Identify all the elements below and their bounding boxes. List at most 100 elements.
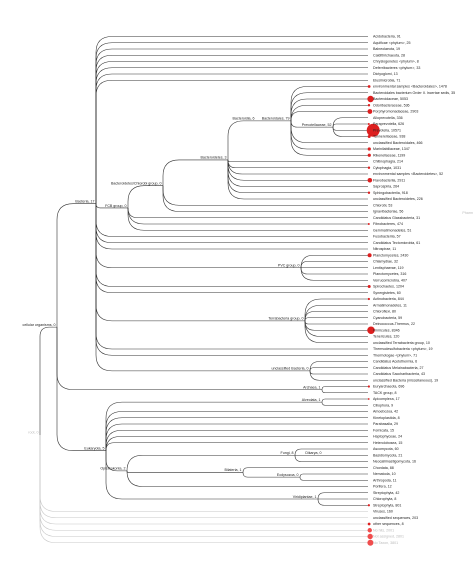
- leaf-label-l63[interactable]: Fornicata, 15: [373, 428, 394, 432]
- leaf-label-l76[interactable]: Viruses, 160: [373, 510, 393, 514]
- leaf-label-l6[interactable]: Dictyoglomi, 13: [373, 72, 398, 76]
- node-label-bacteria[interactable]: Bacteria, 17: [75, 199, 94, 203]
- leaf-label-l66[interactable]: Ascomycota, 60: [373, 447, 399, 451]
- leaf-label-l73[interactable]: Streptophyta, 42: [373, 491, 399, 495]
- leaf-label-l13[interactable]: Alloprevotella, 336: [373, 116, 403, 120]
- leaf-label-l54[interactable]: Candidatus Saccharibacteria, 43: [373, 372, 425, 376]
- leaf-label-l21[interactable]: Cytophagia, 1031: [373, 166, 401, 170]
- leaf-label-l71[interactable]: Arthropoda, 11: [373, 478, 397, 482]
- leaf-label-l12[interactable]: Porphyromonadaceae, 2903: [373, 110, 418, 114]
- leaf-label-l72[interactable]: Porifera, 12: [373, 485, 392, 489]
- leaf-label-l40[interactable]: Spirochaetes, 1204: [373, 285, 404, 289]
- node-label-pvc[interactable]: PVC group, 0: [278, 264, 300, 268]
- leaf-label-l30[interactable]: Fibrobacteres, 474: [373, 222, 403, 226]
- leaf-label-l18[interactable]: Marinilabiliaceae, 1347: [373, 147, 410, 151]
- leaf-label-l25[interactable]: Sphingobacteriia, 918: [373, 191, 408, 195]
- leaf-label-l45[interactable]: Cyanobacteria, 59: [373, 316, 402, 320]
- node-label-alveolata[interactable]: Alveolata, 1: [302, 398, 321, 402]
- leaf-label-l69[interactable]: Chordata, 88: [373, 466, 394, 470]
- node-label-viridiplantae[interactable]: Viridiplantae, 1: [293, 495, 317, 499]
- leaf-label-l78[interactable]: other sequences, 8: [373, 522, 404, 526]
- leaf-label-l7[interactable]: Elusimicrobia, 71: [373, 78, 400, 82]
- leaf-label-l31[interactable]: Gemmatimonadetes, 51: [373, 228, 411, 232]
- leaf-label-l9[interactable]: Bacteroidales bacterium Order II. Incert…: [373, 91, 455, 95]
- leaf-label-l53[interactable]: Candidatus Melainabacteria, 27: [373, 366, 424, 370]
- leaf-label-l33[interactable]: Candidatus Tectomicrobia, 61: [373, 241, 420, 245]
- node-label-bilateria[interactable]: Bilateria, 1: [225, 468, 242, 472]
- leaf-label-l0[interactable]: Acidobacteria, 91: [373, 35, 401, 39]
- leaf-label-l79[interactable]: No hits, 2001: [373, 528, 394, 532]
- leaf-label-l81[interactable]: No Taxon, 3801: [373, 541, 398, 545]
- leaf-label-l28[interactable]: Ignavibacteriae, 56: [373, 210, 403, 214]
- leaf-label-l70[interactable]: Nematoda, 10: [373, 472, 396, 476]
- node-label-eukaryota[interactable]: Eukaryota, 5: [84, 446, 104, 450]
- leaf-label-l2[interactable]: Balneolaeota, 19: [373, 47, 400, 51]
- node-label-prevotellaceae[interactable]: Prevotellaceae, 52: [302, 123, 332, 127]
- leaf-label-l56[interactable]: Euryarchaeota, 696: [373, 385, 404, 389]
- leaf-label-l11[interactable]: Odoribacteraceae, 536: [373, 103, 410, 107]
- leaf-label-l17[interactable]: unclassified Bacteroidales, 466: [373, 141, 423, 145]
- leaf-label-l16[interactable]: Tannerellaceae, 938: [373, 135, 405, 139]
- node-label-bacteroidales[interactable]: Bacteroidales, 79: [262, 117, 290, 121]
- leaf-label-l1[interactable]: Aquificae <phylum>, 25: [373, 41, 411, 45]
- leaf-label-l64[interactable]: Haptophyceae, 24: [373, 435, 402, 439]
- leaf-label-l24[interactable]: Saprospiria, 264: [373, 185, 399, 189]
- leaf-label-l38[interactable]: Planctomycetes, 316: [373, 272, 406, 276]
- leaf-label-l20[interactable]: Chitinophagia, 214: [373, 160, 403, 164]
- leaf-label-l39[interactable]: Verrucomicrobia, 407: [373, 278, 407, 282]
- leaf-label-l23[interactable]: Flavobacteriia, 2911: [373, 178, 405, 182]
- node-label-bacteroidetes[interactable]: Bacteroidetes, 3: [201, 156, 227, 160]
- node-label-dikarya[interactable]: Dikarya, 0: [305, 451, 321, 455]
- leaf-label-l65[interactable]: Heterolobosea, 15: [373, 441, 402, 445]
- leaf-label-l29[interactable]: Candidatus Glassbacteria, 31: [373, 216, 420, 220]
- leaf-label-l3[interactable]: Caldithrichaeota, 28: [373, 53, 405, 57]
- leaf-label-l34[interactable]: Nitrospirae, 11: [373, 247, 396, 251]
- leaf-label-l50[interactable]: Thermodesulfobacteria <phylum>, 19: [373, 347, 433, 351]
- leaf-label-l43[interactable]: Armatimonadetes, 11: [373, 303, 407, 307]
- leaf-label-l5[interactable]: Deferribacteres <phylum>, 33: [373, 66, 420, 70]
- leaf-label-l58[interactable]: Apicomplexa, 17: [373, 397, 400, 401]
- leaf-label-l27[interactable]: Chlorobi, 53: [373, 203, 392, 207]
- leaf-label-l48[interactable]: Tenericutes, 120: [373, 335, 399, 339]
- leaf-label-l61[interactable]: Kinetoplastida, 8: [373, 416, 400, 420]
- leaf-label-l68[interactable]: Neocallimastigomycota, 16: [373, 460, 416, 464]
- leaf-label-l4[interactable]: Chrysiogenetes <phylum>, 8: [373, 60, 419, 64]
- leaf-label-l19[interactable]: Rikenellaceae, 1199: [373, 153, 405, 157]
- node-label-uncbac[interactable]: unclassified Bacteria, 0: [272, 367, 309, 371]
- leaf-label-l77[interactable]: unclassified sequences, 203: [373, 516, 418, 520]
- leaf-label-l55[interactable]: unclassified Bacteria (miscellaneous), 1…: [373, 378, 438, 382]
- leaf-label-l60[interactable]: Amoebozoa, 42: [373, 410, 398, 414]
- node-label-archaea[interactable]: Archaea, 1: [303, 385, 320, 389]
- leaf-label-l80[interactable]: Not assigned, 2801: [373, 535, 404, 539]
- leaf-label-l42[interactable]: Actinobacteria, 844: [373, 297, 404, 301]
- leaf-label-l52[interactable]: Candidatus Acetothermia, 6: [373, 360, 417, 364]
- leaf-label-l62[interactable]: Parabasalia, 29: [373, 422, 398, 426]
- leaf-label-l14[interactable]: Paraprevotella, 626: [373, 122, 404, 126]
- leaf-label-l32[interactable]: Fusobacteriia, 57: [373, 235, 401, 239]
- node-label-root[interactable]: root, 0: [28, 431, 38, 435]
- leaf-label-l44[interactable]: Chloroflexi, 80: [373, 310, 396, 314]
- leaf-label-l35[interactable]: Planctomycetes, 2430: [373, 253, 408, 257]
- leaf-label-l36[interactable]: Chlamydiae, 32: [373, 260, 398, 264]
- node-label-bacteroidia[interactable]: Bacteroidia, 6: [233, 117, 255, 121]
- leaf-label-l74[interactable]: Chlorophyta, 8: [373, 497, 396, 501]
- node-label-terra[interactable]: Terrabacteria group, 0: [268, 317, 303, 321]
- leaf-label-l37[interactable]: Lentisphaerae, 119: [373, 266, 404, 270]
- leaf-label-l26[interactable]: unclassified Bacteroidetes, 226: [373, 197, 423, 201]
- leaf-label-l8[interactable]: environmental samples <Bacteroidales>, 1…: [373, 85, 447, 89]
- leaf-label-l10[interactable]: Bacteroidaceae, 5053: [373, 97, 408, 101]
- leaf-label-l46[interactable]: Deinococcus-Thermus, 22: [373, 322, 415, 326]
- leaf-label-l59[interactable]: Ciliophora, 9: [373, 403, 393, 407]
- node-label-ecdysozoa[interactable]: Ecdysozoa, 0: [277, 473, 299, 477]
- node-label-opisthokonta[interactable]: Opisthokonta, 2: [100, 467, 125, 471]
- leaf-label-l75[interactable]: Streptophyta, 801: [373, 503, 401, 507]
- node-label-cellular[interactable]: cellular organisms, 0: [23, 323, 56, 327]
- leaf-label-l15[interactable]: Prevotella, 10571: [373, 128, 401, 132]
- leaf-label-l49[interactable]: unclassified Terrabacteria group, 10: [373, 341, 430, 345]
- leaf-label-l47[interactable]: Firmicutes, 8346: [373, 328, 400, 332]
- leaf-label-l51[interactable]: Thermotogae <phylum>, 71: [373, 353, 417, 357]
- node-label-fungi[interactable]: Fungi, 8: [281, 451, 294, 455]
- node-label-bcg[interactable]: Bacteroidetes/Chlorobi group, 0: [111, 182, 162, 186]
- leaf-label-l57[interactable]: TACK group, 8: [373, 391, 397, 395]
- node-label-fcb[interactable]: FCB group, 0: [105, 204, 126, 208]
